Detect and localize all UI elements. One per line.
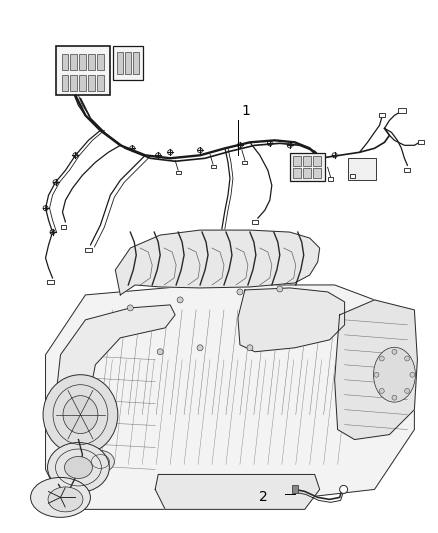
Bar [379,114,385,117]
Bar [117,52,124,74]
Text: 2: 2 [259,490,268,504]
Bar [303,168,311,178]
Circle shape [277,286,283,292]
Bar [61,76,68,92]
Polygon shape [155,474,320,510]
Circle shape [339,486,348,494]
Bar [60,225,67,229]
Polygon shape [115,230,320,295]
Bar [56,46,110,95]
Circle shape [247,345,253,351]
Ellipse shape [48,442,110,492]
Bar [71,76,78,92]
Circle shape [410,372,415,377]
Bar [97,53,104,69]
Circle shape [374,372,379,377]
Ellipse shape [63,395,98,433]
Polygon shape [56,305,175,440]
Bar [88,53,95,69]
Bar [88,76,95,92]
Ellipse shape [374,348,415,402]
Bar [290,154,325,181]
Bar [211,165,215,168]
Bar [97,76,104,92]
Circle shape [405,356,410,361]
Bar [348,158,375,180]
Bar [418,140,424,144]
Bar [47,279,54,285]
Bar [61,53,68,69]
Text: 1: 1 [242,104,251,118]
Polygon shape [238,288,345,352]
Ellipse shape [48,487,83,512]
Bar [292,486,298,494]
Bar [399,108,406,113]
Bar [242,160,247,164]
Ellipse shape [43,375,118,455]
Circle shape [157,349,163,355]
Bar [79,53,86,69]
Bar [293,168,301,178]
Polygon shape [335,300,417,440]
Bar [350,174,355,178]
Bar [252,220,258,224]
Ellipse shape [86,450,114,472]
Bar [85,248,92,253]
Bar [79,76,86,92]
Bar [71,53,78,69]
Bar [328,177,333,181]
Polygon shape [46,285,414,510]
Bar [125,52,131,74]
Circle shape [405,389,410,393]
Circle shape [177,297,183,303]
Circle shape [197,345,203,351]
Bar [293,156,301,166]
Bar [404,168,410,172]
Circle shape [392,349,397,354]
Circle shape [379,389,384,393]
Circle shape [392,395,397,400]
Circle shape [127,305,133,311]
Circle shape [237,289,243,295]
Circle shape [379,356,384,361]
Bar [133,52,139,74]
Ellipse shape [64,456,92,479]
Bar [214,263,220,267]
Bar [313,156,321,166]
Ellipse shape [31,478,90,518]
Bar [113,46,143,80]
Bar [176,171,180,174]
Bar [313,168,321,178]
Bar [303,156,311,166]
